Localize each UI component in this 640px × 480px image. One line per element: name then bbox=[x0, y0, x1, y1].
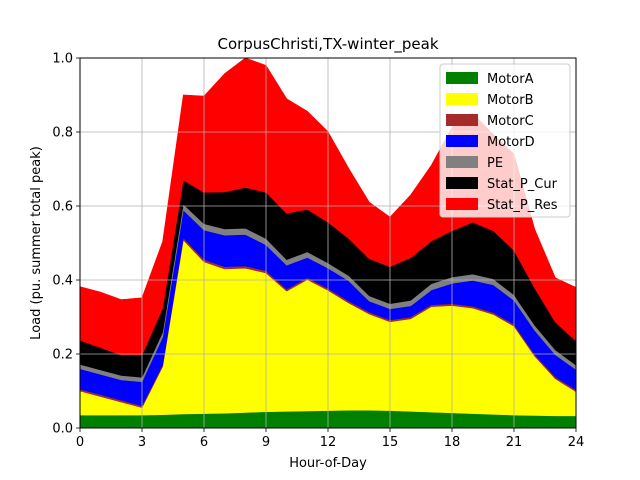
y-tick-label: 0.0 bbox=[52, 422, 73, 437]
y-tick-label: 0.4 bbox=[52, 274, 73, 289]
x-axis-label: Hour-of-Day bbox=[289, 456, 367, 471]
legend-swatch bbox=[446, 135, 478, 147]
x-tick-label: 21 bbox=[506, 435, 523, 450]
y-tick-label: 0.6 bbox=[52, 200, 73, 215]
chart-title: CorpusChristi,TX-winter_peak bbox=[217, 35, 438, 54]
legend-swatch bbox=[446, 177, 478, 189]
y-tick-label: 0.2 bbox=[52, 348, 73, 363]
x-tick-label: 9 bbox=[262, 435, 270, 450]
x-tick-label: 24 bbox=[568, 435, 585, 450]
x-tick-label: 0 bbox=[76, 435, 84, 450]
legend-swatch bbox=[446, 156, 478, 168]
legend-label: MotorD bbox=[487, 135, 535, 150]
x-tick-label: 3 bbox=[138, 435, 146, 450]
y-axis-label: Load (pu. summer total peak) bbox=[29, 146, 44, 340]
legend: MotorA MotorB MotorC MotorD PE Stat_P_Cur Stat… bbox=[439, 63, 571, 218]
legend-swatch bbox=[446, 114, 478, 126]
x-tick-label: 6 bbox=[200, 435, 208, 450]
x-tick-label: 12 bbox=[320, 435, 337, 450]
legend-label: MotorA bbox=[487, 72, 534, 87]
x-tick-label: 18 bbox=[444, 435, 461, 450]
y-tick-label: 1.0 bbox=[52, 52, 73, 67]
legend-swatch bbox=[446, 72, 478, 84]
legend-label: PE bbox=[487, 156, 503, 171]
y-tick-label: 0.8 bbox=[52, 126, 73, 141]
legend-label: MotorB bbox=[487, 93, 533, 108]
legend-label: Stat_P_Res bbox=[487, 198, 558, 213]
legend-swatch bbox=[446, 93, 478, 105]
legend-label: Stat_P_Cur bbox=[487, 177, 558, 192]
legend-label: MotorC bbox=[487, 114, 534, 129]
axis-ticks: 0 3 6 9 12 15 18 21 24 0.0 0.2 0.4 0.6 0.8 1.0 bbox=[52, 52, 584, 451]
legend-swatch bbox=[446, 198, 478, 210]
x-tick-label: 15 bbox=[382, 435, 399, 450]
